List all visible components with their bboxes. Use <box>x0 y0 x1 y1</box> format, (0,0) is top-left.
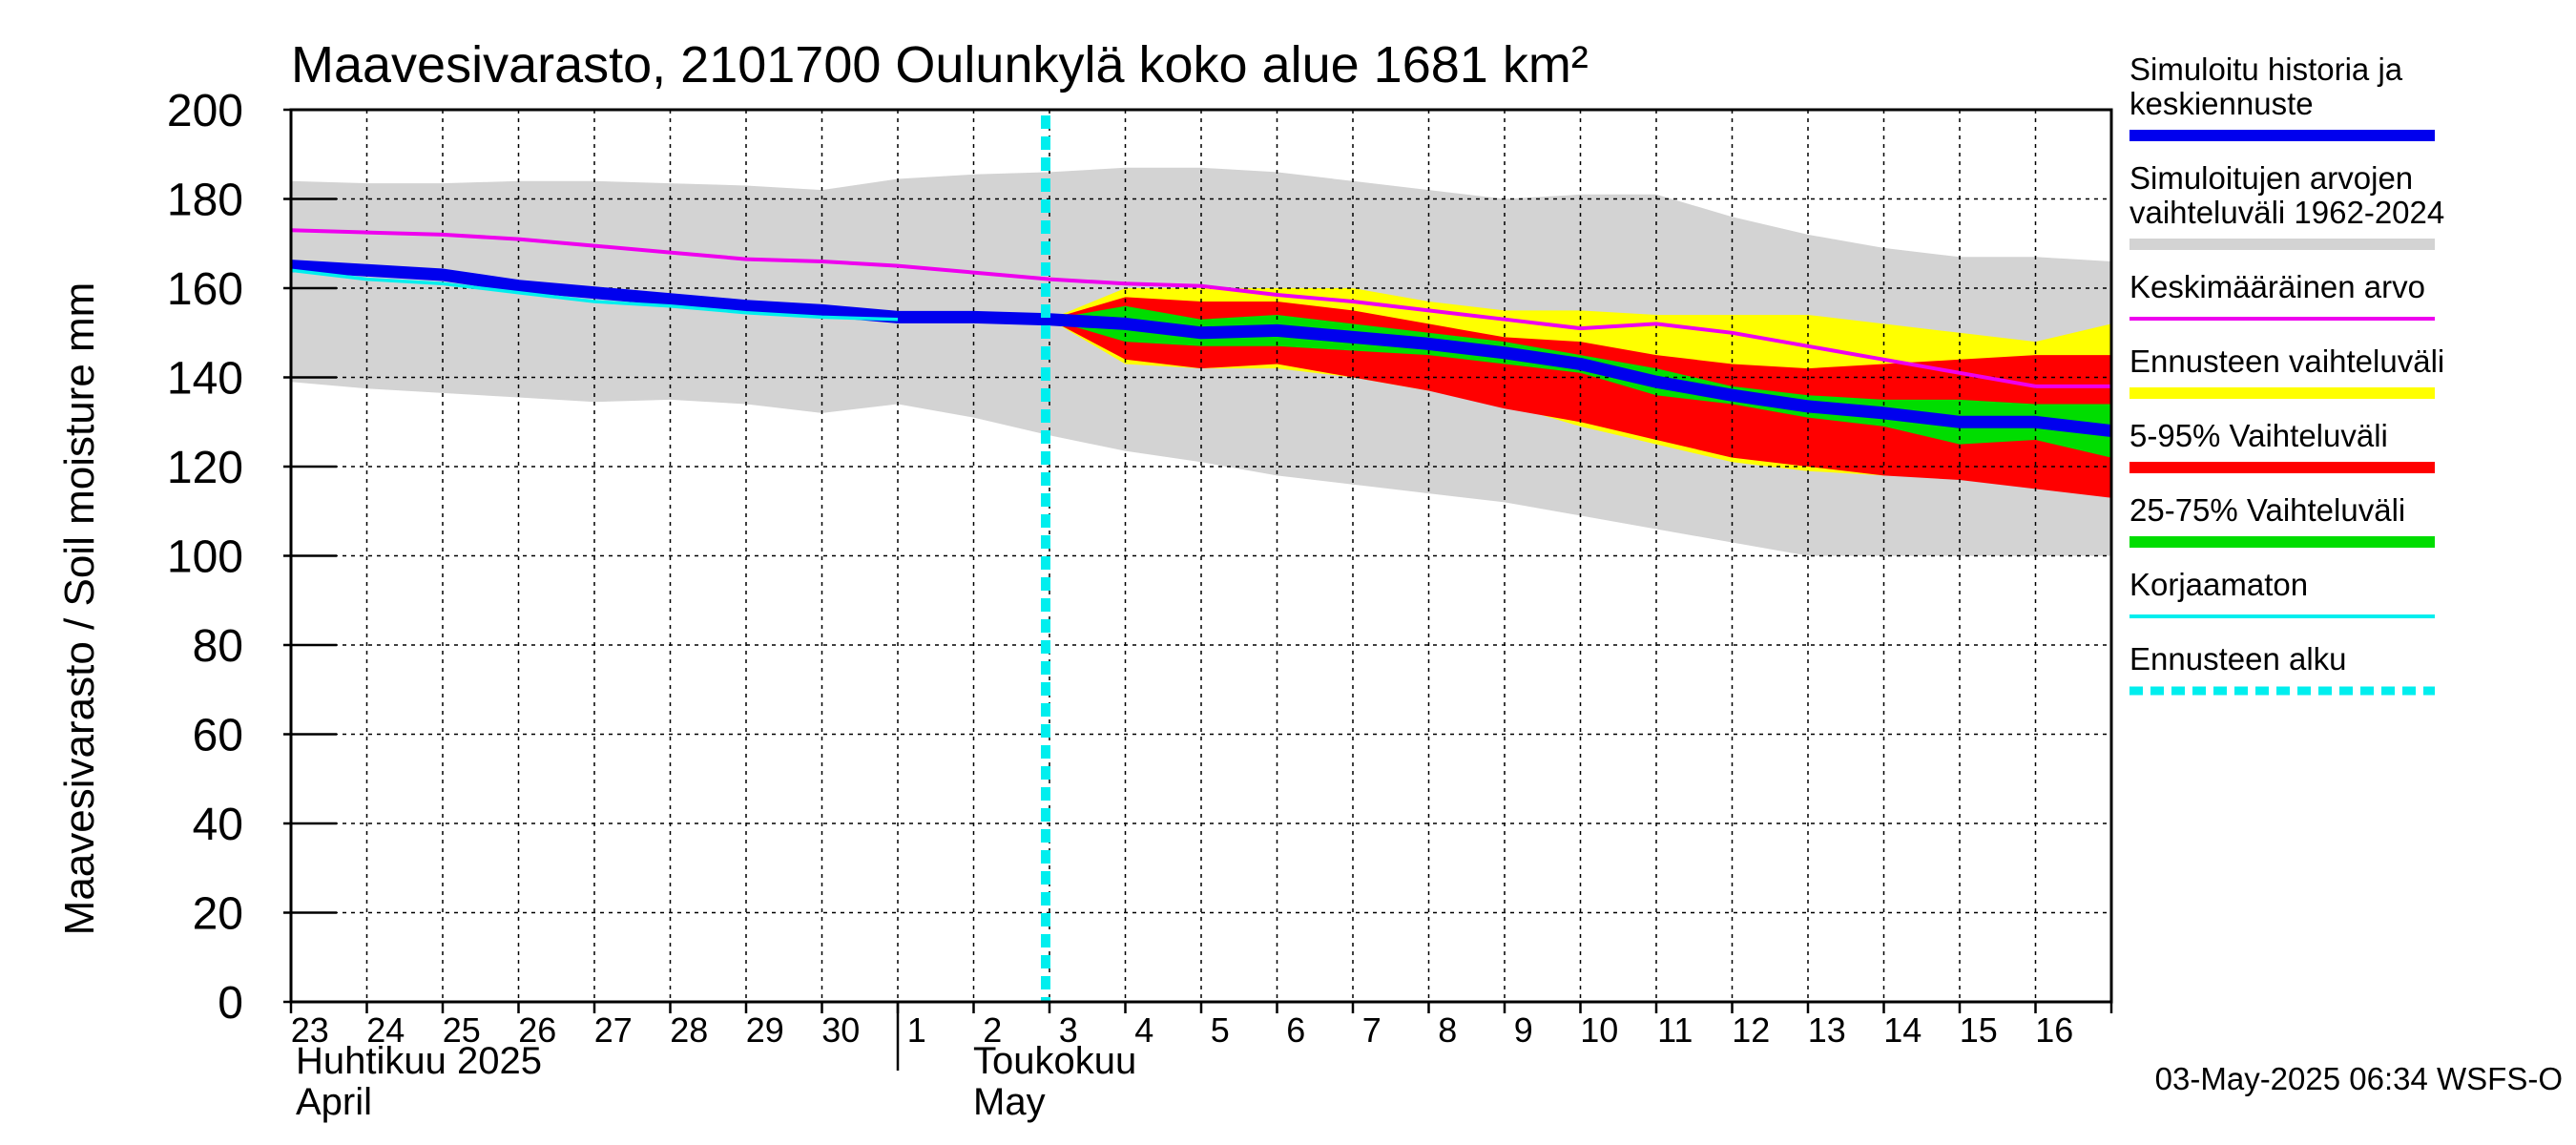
x-tick-label-27: 27 <box>594 1010 633 1050</box>
y-tick-label-20: 20 <box>193 889 243 940</box>
legend-item-8: Ennusteen alku <box>2129 641 2435 696</box>
x-tick-label-14: 14 <box>1883 1010 1922 1050</box>
x-tick-label-30: 30 <box>821 1010 860 1050</box>
y-tick-label-120: 120 <box>167 443 243 493</box>
month-label-may-fi: Toukokuu <box>973 1040 1136 1082</box>
x-tick-label-24: 24 <box>366 1010 405 1050</box>
legend-item-5: 5-95% Vaihteluväli <box>2129 418 2435 473</box>
month-label-april-fi: Huhtikuu 2025 <box>296 1040 542 1082</box>
y-tick-label-200: 200 <box>167 86 243 136</box>
x-tick-label-12: 12 <box>1732 1010 1770 1050</box>
legend: Simuloitu historia jakeskiennusteSimuloi… <box>2129 52 2444 696</box>
y-tick-label-80: 80 <box>193 621 243 672</box>
mean-line <box>290 228 2111 388</box>
month-label-april-en: April <box>296 1081 372 1123</box>
x-tick-label-15: 15 <box>1960 1010 1998 1050</box>
x-tick-label-25: 25 <box>443 1010 481 1050</box>
chart-title: Maavesivarasto, 2101700 Oulunkylä koko a… <box>291 36 1589 94</box>
legend-label-4-1: Ennusteen vaihteluväli <box>2129 344 2444 379</box>
y-tick-label-180: 180 <box>167 176 243 226</box>
y-tick-label-40: 40 <box>193 800 243 850</box>
x-tick-label-26: 26 <box>518 1010 556 1050</box>
x-tick-label-1: 1 <box>907 1010 926 1050</box>
y-tick-label-60: 60 <box>193 711 243 761</box>
legend-item-3: Keskimääräinen arvo <box>2129 269 2435 321</box>
uncorrected-line <box>290 268 899 322</box>
y-axis-label: Maavesivarasto / Soil moisture mm <box>56 282 103 936</box>
grid-layer <box>291 110 2111 1002</box>
legend-item-4: Ennusteen vaihteluväli <box>2129 344 2444 399</box>
legend-label-8-1: Ennusteen alku <box>2129 641 2347 677</box>
x-tick-label-7: 7 <box>1362 1010 1381 1050</box>
legend-label-2-2: vaihteluväli 1962-2024 <box>2129 195 2444 230</box>
legend-label-6-1: 25-75% Vaihteluväli <box>2129 492 2405 528</box>
x-tick-label-16: 16 <box>2035 1010 2073 1050</box>
y-tick-label-100: 100 <box>167 532 243 583</box>
x-tick-label-6: 6 <box>1286 1010 1305 1050</box>
x-tick-label-9: 9 <box>1514 1010 1533 1050</box>
y-tick-label-0: 0 <box>218 978 243 1029</box>
month-label-may-en: May <box>973 1081 1046 1123</box>
x-tick-label-11: 11 <box>1657 1010 1693 1050</box>
x-tick-label-8: 8 <box>1438 1010 1457 1050</box>
x-tick-label-10: 10 <box>1580 1010 1618 1050</box>
timestamp-footer: 03-May-2025 06:34 WSFS-O <box>2155 1061 2563 1096</box>
lines-layer <box>290 115 2112 1002</box>
legend-label-5-1: 5-95% Vaihteluväli <box>2129 418 2388 453</box>
legend-label-1-2: keskiennuste <box>2129 86 2314 121</box>
legend-label-7-1: Korjaamaton <box>2129 567 2308 602</box>
x-tick-label-28: 28 <box>670 1010 708 1050</box>
x-tick-label-13: 13 <box>1808 1010 1846 1050</box>
x-tick-label-29: 29 <box>746 1010 784 1050</box>
y-tick-label-160: 160 <box>167 264 243 315</box>
history-median-line <box>290 260 2112 438</box>
x-tick-label-4: 4 <box>1134 1010 1153 1050</box>
legend-label-3-1: Keskimääräinen arvo <box>2129 269 2425 304</box>
x-tick-label-2: 2 <box>983 1010 1002 1050</box>
legend-item-7: Korjaamaton <box>2129 567 2435 618</box>
x-tick-label-5: 5 <box>1211 1010 1230 1050</box>
legend-label-2-1: Simuloitujen arvojen <box>2129 160 2413 196</box>
x-tick-label-23: 23 <box>291 1010 329 1050</box>
x-tick-label-3: 3 <box>1059 1010 1078 1050</box>
p25-75-band <box>1049 305 2111 458</box>
legend-item-6: 25-75% Vaihteluväli <box>2129 492 2435 548</box>
y-tick-label-140: 140 <box>167 354 243 405</box>
legend-label-1-1: Simuloitu historia ja <box>2129 52 2403 87</box>
